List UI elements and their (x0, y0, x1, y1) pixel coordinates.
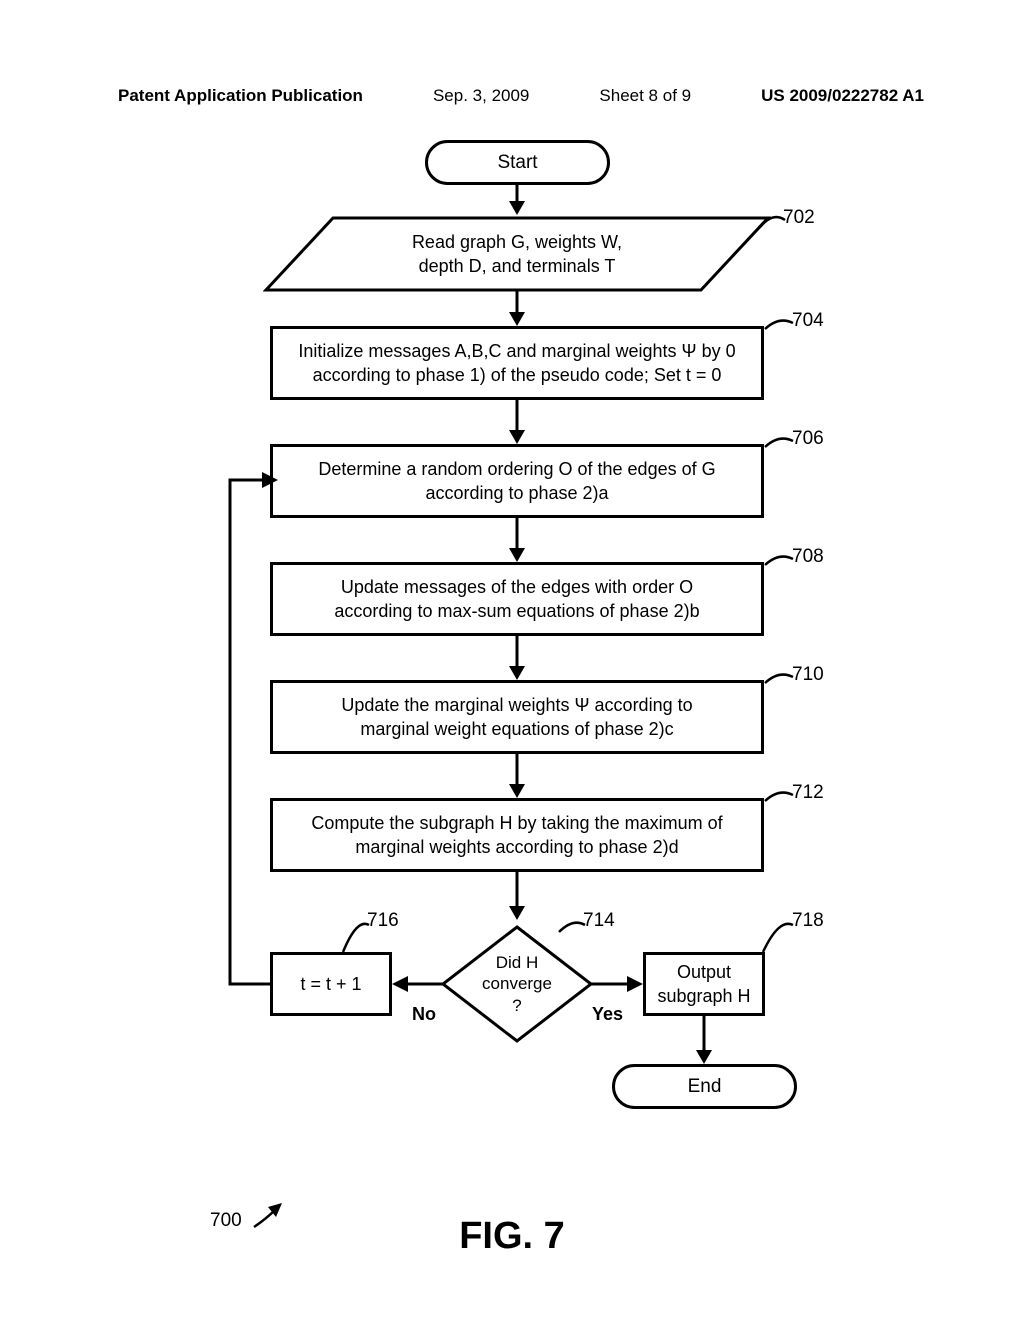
ref-710-leader (763, 670, 795, 686)
figure-label: FIG. 7 (0, 1215, 1024, 1258)
start-label: Start (497, 152, 537, 174)
ref-708-leader (763, 552, 795, 568)
arrow-710-712 (505, 754, 529, 798)
arrow-712-714 (505, 872, 529, 920)
no-label: No (412, 1004, 436, 1025)
ref-702-leader (759, 212, 787, 230)
process-box-718: Output subgraph H (643, 952, 765, 1016)
ref-712-leader (763, 788, 795, 804)
arrow-718-end (692, 1016, 716, 1064)
application-number: US 2009/0222782 A1 (761, 86, 924, 106)
process-708-label: Update messages of the edges with order … (334, 575, 699, 624)
input-box-702: Read graph G, weights W, depth D, and te… (263, 215, 771, 293)
ref-706-leader (763, 434, 795, 450)
arrow-714-718 (591, 972, 643, 996)
process-716-label: t = t + 1 (300, 972, 361, 996)
process-box-716: t = t + 1 (270, 952, 392, 1016)
process-box-710: Update the marginal weights Ψ according … (270, 680, 764, 754)
process-box-706: Determine a random ordering O of the edg… (270, 444, 764, 518)
ref-706: 706 (792, 428, 824, 450)
end-terminator: End (612, 1064, 797, 1109)
arrow-704-706 (505, 400, 529, 444)
ref-704-leader (763, 316, 795, 332)
process-718-label: Output subgraph H (657, 960, 750, 1009)
process-706-label: Determine a random ordering O of the edg… (318, 457, 715, 506)
arrow-start-702 (505, 185, 529, 215)
yes-label: Yes (592, 1004, 623, 1025)
decision-714: Did H converge ? (440, 924, 594, 1044)
ref-702: 702 (783, 207, 815, 229)
process-box-708: Update messages of the edges with order … (270, 562, 764, 636)
arrow-708-710 (505, 636, 529, 680)
ref-708: 708 (792, 546, 824, 568)
sheet-number: Sheet 8 of 9 (599, 86, 691, 106)
ref-718-leader (761, 918, 795, 956)
decision-714-label: Did H converge ? (482, 952, 552, 1016)
ref-714: 714 (583, 910, 615, 932)
publication-date: Sep. 3, 2009 (433, 86, 529, 106)
arrow-716-706-loop (222, 468, 282, 994)
process-box-712: Compute the subgraph H by taking the max… (270, 798, 764, 872)
ref-712: 712 (792, 782, 824, 804)
process-712-label: Compute the subgraph H by taking the max… (311, 811, 722, 860)
ref-716: 716 (367, 910, 399, 932)
ref-710: 710 (792, 664, 824, 686)
end-label: End (688, 1076, 722, 1098)
arrow-714-716 (392, 972, 444, 996)
page-header: Patent Application Publication Sep. 3, 2… (0, 86, 1024, 106)
ref-704: 704 (792, 310, 824, 332)
process-704-label: Initialize messages A,B,C and marginal w… (298, 339, 735, 388)
ref-716-leader (341, 918, 371, 956)
arrow-702-704 (505, 290, 529, 326)
ref-718: 718 (792, 910, 824, 932)
arrow-706-708 (505, 518, 529, 562)
input-702-label: Read graph G, weights W, depth D, and te… (412, 230, 622, 279)
process-box-704: Initialize messages A,B,C and marginal w… (270, 326, 764, 400)
page: Patent Application Publication Sep. 3, 2… (0, 0, 1024, 1320)
start-terminator: Start (425, 140, 610, 185)
ref-714-leader (557, 918, 587, 934)
process-710-label: Update the marginal weights Ψ according … (341, 693, 692, 742)
publication-label: Patent Application Publication (118, 86, 363, 106)
